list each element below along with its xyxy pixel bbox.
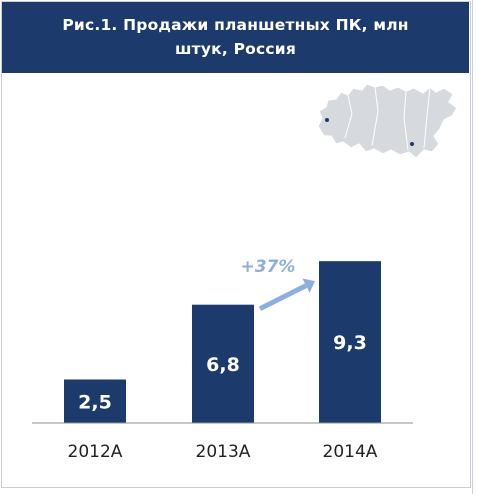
chart-title: Рис.1. Продажи планшетных ПК, млн штук, …: [12, 13, 459, 61]
bar-2012A: [64, 379, 126, 423]
x-tick-label: 2013A: [196, 442, 251, 462]
russia-map-icon: [317, 83, 458, 159]
bar-value-label: 6,8: [206, 354, 240, 376]
bar-value-label: 2,5: [78, 391, 112, 413]
russia-map-region-lines: [344, 86, 431, 151]
bar-2013A: [192, 304, 254, 423]
chart-header: Рис.1. Продажи планшетных ПК, млн штук, …: [2, 2, 469, 73]
panel-divider: [472, 0, 473, 494]
x-tick-label: 2014A: [323, 442, 378, 462]
growth-arrow-shaft: [258, 283, 308, 311]
chart-title-line-2: штук, Россия: [175, 40, 296, 58]
russia-map-shape: [317, 83, 458, 159]
growth-arrow-head: [302, 278, 315, 293]
map-marker-west: [325, 118, 329, 122]
chart-title-line-1: Рис.1. Продажи планшетных ПК, млн: [62, 16, 409, 34]
x-tick-label: 2012A: [68, 442, 123, 462]
bar-2014A: [319, 261, 381, 423]
bar-value-label: 9,3: [333, 332, 367, 354]
growth-annotation-label: +37%: [241, 257, 296, 277]
map-marker-east: [410, 142, 414, 146]
